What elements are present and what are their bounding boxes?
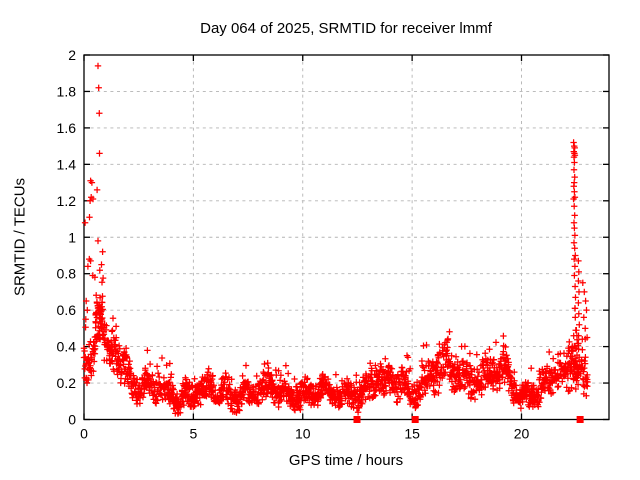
svg-text:0.6: 0.6 (57, 302, 77, 318)
zero-flag-squares (353, 416, 584, 423)
svg-text:1.6: 1.6 (57, 120, 77, 136)
svg-text:0.2: 0.2 (57, 375, 77, 391)
svg-text:1.8: 1.8 (57, 83, 77, 99)
svg-text:0.8: 0.8 (57, 266, 77, 282)
svg-text:0.4: 0.4 (57, 339, 77, 355)
svg-text:5: 5 (189, 426, 197, 442)
svg-text:1.2: 1.2 (57, 193, 77, 209)
scatter-points (80, 62, 591, 417)
svg-text:15: 15 (404, 426, 420, 442)
axes (83, 54, 610, 421)
chart-title: Day 064 of 2025, SRMTID for receiver lmm… (200, 20, 492, 37)
grid-lines (84, 55, 609, 420)
svg-text:1: 1 (68, 229, 76, 245)
svg-text:0: 0 (80, 426, 88, 442)
svg-text:20: 20 (514, 426, 530, 442)
svg-text:0: 0 (68, 412, 76, 428)
svg-text:10: 10 (295, 426, 311, 442)
tick-labels: 00.20.40.60.811.21.41.61.820 5 10 15 20 (57, 47, 530, 442)
svg-text:1.4: 1.4 (57, 156, 77, 172)
y-axis-label: SRMTID / TECUs (11, 177, 29, 297)
svg-text:2: 2 (68, 47, 76, 63)
x-axis-label: GPS time / hours (288, 452, 404, 469)
